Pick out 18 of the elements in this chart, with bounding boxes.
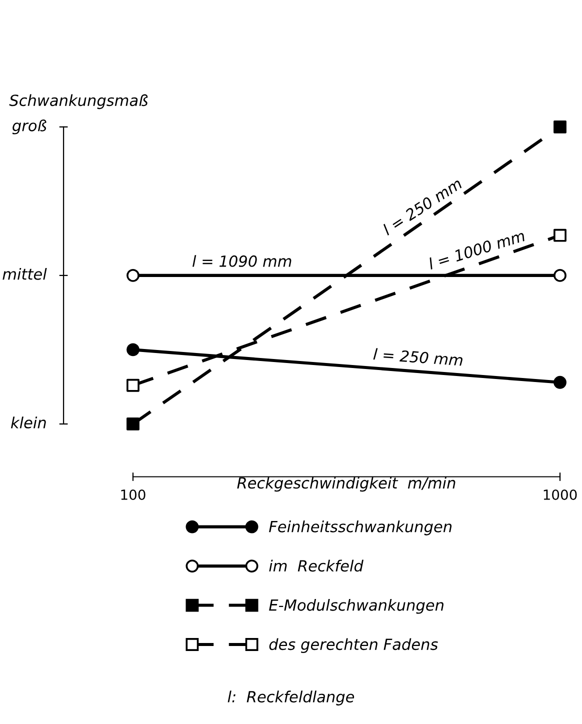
x-axis-title: Reckgeschwindigkeit m/min [237, 476, 456, 492]
point [554, 228, 566, 242]
y-axis-title: Schwankungsmaß [9, 94, 148, 110]
legend-label: des gerechten Fadens [269, 638, 438, 654]
point [554, 120, 566, 134]
annotation: l = 250 mm [373, 348, 463, 366]
x-tick-label: 1000 [544, 489, 577, 500]
legend-label: Feinheitsschwankungen [269, 520, 452, 536]
x-tick-label: 100 [121, 489, 146, 500]
legend-label: E-Modulschwankungen [269, 599, 444, 614]
text: groß [12, 120, 46, 134]
text: mittel [2, 268, 47, 280]
text: klein [10, 416, 46, 428]
point [126, 418, 140, 430]
point [126, 378, 140, 392]
annotation: l = 1090 mm [192, 255, 292, 267]
legend-label: im Reckfeld [269, 560, 364, 572]
text: l: Reckfeldlange [228, 690, 354, 706]
